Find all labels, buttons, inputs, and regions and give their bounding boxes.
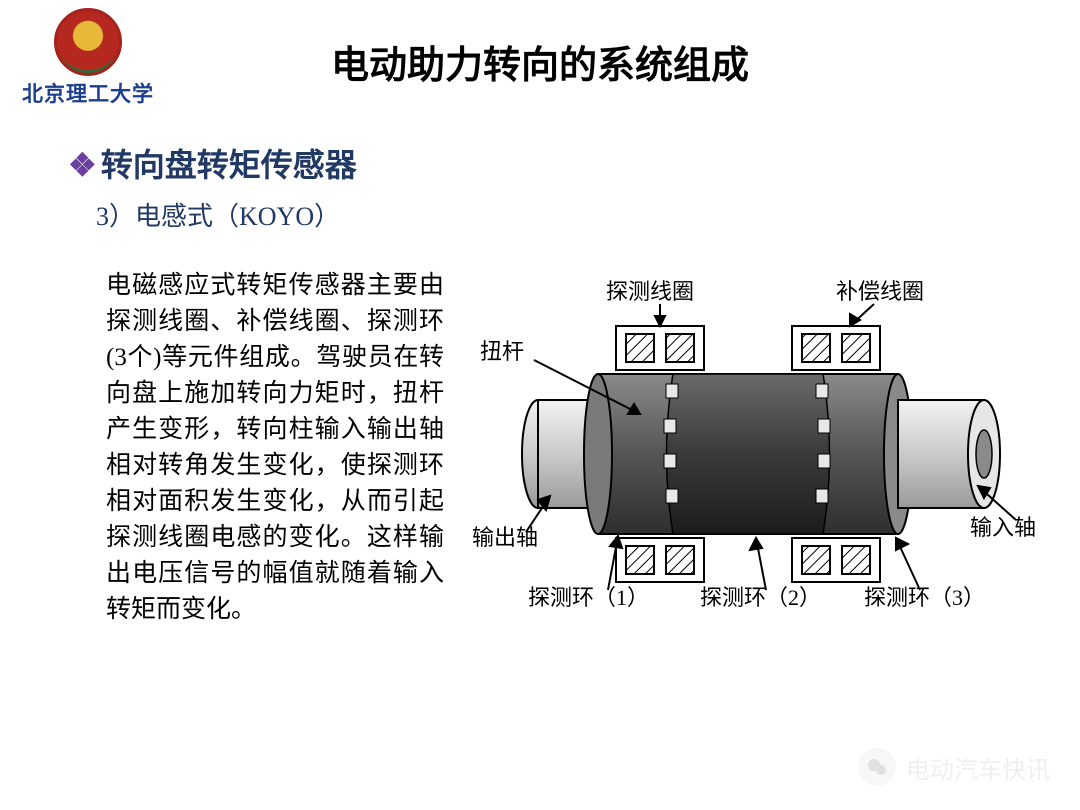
label-torsion-bar: 扭杆 <box>480 334 524 366</box>
label-ring-3: 探测环（3） <box>864 580 985 612</box>
watermark-text: 电动汽车快讯 <box>906 750 1050 785</box>
watermark: 电动汽车快讯 <box>858 748 1050 786</box>
label-ring-1: 探测环（1） <box>528 580 649 612</box>
label-comp-coil: 补偿线圈 <box>836 274 924 306</box>
label-detect-coil: 探测线圈 <box>606 274 694 306</box>
section-heading: ❖转向盘转矩传感器 <box>68 140 357 186</box>
sub-heading: 3）电感式（KOYO） <box>96 196 340 233</box>
sensor-diagram: 探测线圈 补偿线圈 扭杆 输出轴 输入轴 探测环（1） 探测环（2） 探测环（3… <box>468 264 1058 624</box>
slide-title: 电动助力转向的系统组成 <box>0 34 1080 89</box>
wechat-icon <box>858 748 896 786</box>
body-paragraph: 电磁感应式转矩传感器主要由探测线圈、补偿线圈、探测环(3个)等元件组成。驾驶员在… <box>106 268 444 628</box>
diamond-bullet-icon: ❖ <box>68 147 97 183</box>
label-input-shaft: 输入轴 <box>970 510 1036 542</box>
sensor-diagram-svg <box>468 264 1058 624</box>
label-output-shaft: 输出轴 <box>472 520 538 552</box>
label-ring-2: 探测环（2） <box>700 580 821 612</box>
section-heading-text: 转向盘转矩传感器 <box>101 147 357 183</box>
